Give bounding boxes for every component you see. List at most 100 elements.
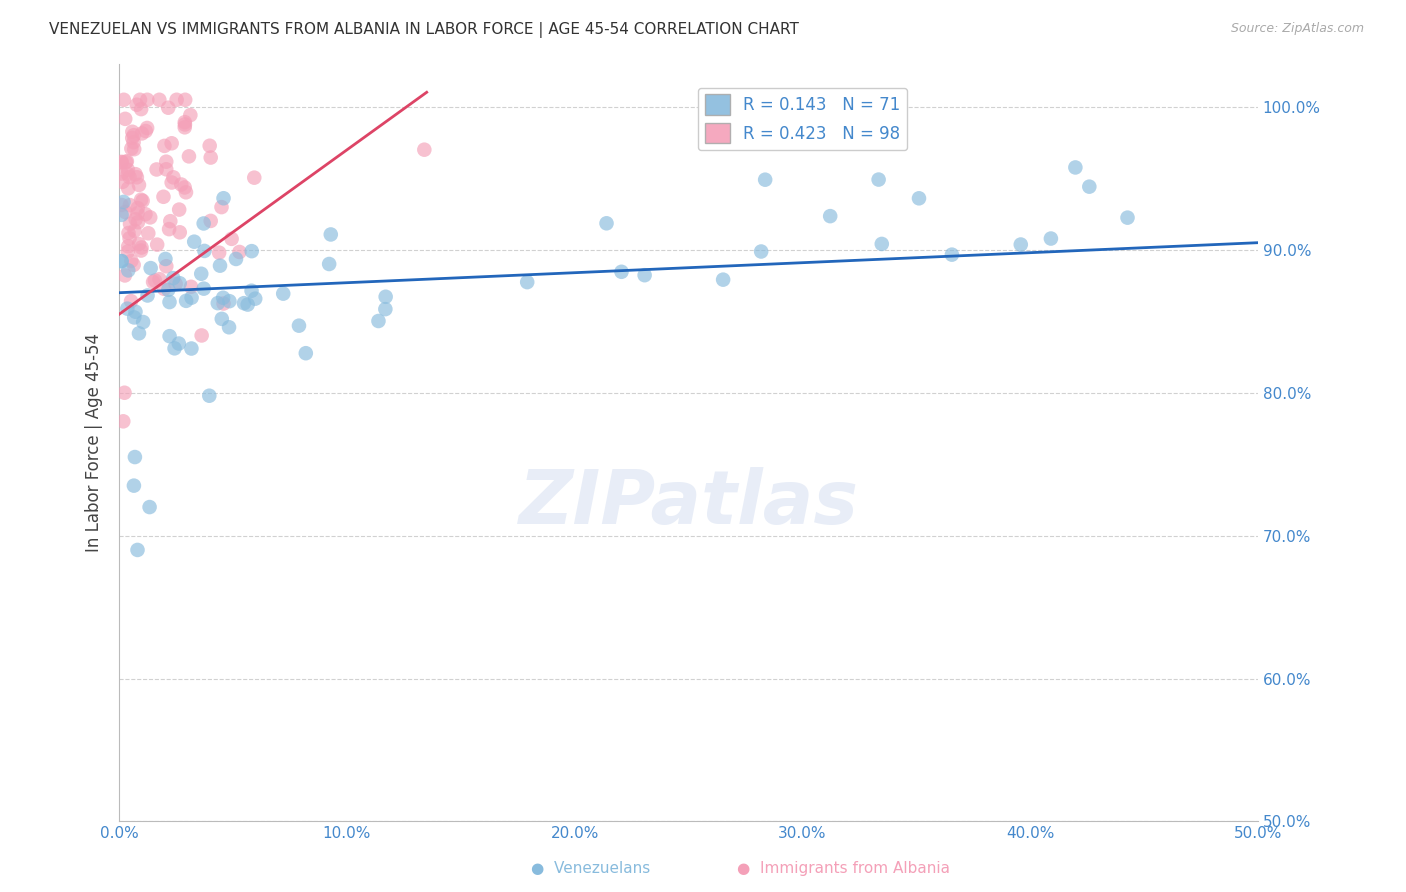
Point: [212, 191, 235, 205]
Point: [218, 320, 240, 334]
Point: [633, 268, 655, 283]
Point: [112, 93, 135, 107]
Point: [941, 247, 963, 261]
Point: [129, 102, 152, 116]
Point: [155, 154, 177, 169]
Point: [208, 245, 231, 260]
Point: [131, 194, 153, 208]
Point: [177, 149, 200, 163]
Point: [128, 178, 150, 192]
Point: [367, 314, 389, 328]
Point: [135, 124, 157, 138]
Point: [117, 244, 139, 259]
Text: ●  Immigrants from Albania: ● Immigrants from Albania: [737, 861, 950, 876]
Point: [129, 244, 152, 258]
Point: [111, 175, 134, 189]
Point: [120, 294, 142, 309]
Point: [190, 267, 212, 281]
Point: [110, 154, 132, 169]
Point: [124, 304, 146, 318]
Point: [1078, 179, 1101, 194]
Point: [288, 318, 311, 333]
Point: [193, 217, 215, 231]
Point: [127, 201, 149, 215]
Point: [174, 293, 197, 308]
Text: VENEZUELAN VS IMMIGRANTS FROM ALBANIA IN LABOR FORCE | AGE 45-54 CORRELATION CHA: VENEZUELAN VS IMMIGRANTS FROM ALBANIA IN…: [49, 22, 799, 38]
Point: [122, 128, 145, 143]
Point: [125, 170, 148, 185]
Point: [225, 252, 247, 266]
Point: [245, 292, 267, 306]
Point: [908, 191, 931, 205]
Point: [155, 162, 177, 177]
Point: [1064, 161, 1087, 175]
Point: [200, 151, 222, 165]
Point: [271, 286, 294, 301]
Point: [110, 254, 132, 268]
Point: [122, 135, 145, 149]
Point: [122, 258, 145, 272]
Point: [143, 273, 166, 287]
Point: [117, 226, 139, 240]
Point: [870, 236, 893, 251]
Point: [295, 346, 318, 360]
Legend: R = 0.143   N = 71, R = 0.423   N = 98: R = 0.143 N = 71, R = 0.423 N = 98: [697, 87, 907, 150]
Point: [157, 283, 180, 297]
Point: [128, 237, 150, 252]
Point: [208, 259, 231, 273]
Point: [129, 193, 152, 207]
Point: [167, 202, 190, 217]
Point: [173, 120, 195, 135]
Point: [114, 268, 136, 283]
Point: [117, 239, 139, 253]
Point: [122, 478, 145, 492]
Point: [118, 217, 141, 231]
Point: [122, 142, 145, 156]
Point: [142, 275, 165, 289]
Point: [120, 254, 142, 268]
Point: [132, 315, 155, 329]
Point: [1116, 211, 1139, 225]
Point: [218, 294, 240, 309]
Point: [200, 214, 222, 228]
Point: [318, 257, 340, 271]
Point: [240, 284, 263, 298]
Point: [159, 329, 181, 343]
Point: [148, 272, 170, 286]
Point: [180, 291, 202, 305]
Point: [174, 186, 197, 200]
Point: [136, 120, 159, 135]
Point: [138, 500, 160, 514]
Point: [198, 389, 221, 403]
Point: [153, 139, 176, 153]
Point: [160, 176, 183, 190]
Point: [374, 290, 396, 304]
Point: [136, 227, 159, 241]
Point: [240, 244, 263, 259]
Point: [148, 93, 170, 107]
Point: [139, 211, 162, 225]
Point: [167, 336, 190, 351]
Point: [228, 244, 250, 259]
Point: [124, 212, 146, 227]
Point: [1010, 237, 1032, 252]
Point: [190, 328, 212, 343]
Point: [595, 216, 617, 230]
Point: [610, 265, 633, 279]
Point: [121, 125, 143, 139]
Point: [243, 170, 266, 185]
Y-axis label: In Labor Force | Age 45-54: In Labor Force | Age 45-54: [86, 334, 103, 552]
Point: [117, 181, 139, 195]
Point: [174, 93, 197, 107]
Point: [160, 136, 183, 151]
Point: [128, 326, 150, 341]
Point: [112, 194, 135, 209]
Point: [114, 385, 136, 400]
Point: [127, 215, 149, 229]
Point: [134, 207, 156, 221]
Point: [162, 271, 184, 285]
Point: [162, 170, 184, 185]
Point: [117, 301, 139, 316]
Point: [374, 302, 396, 317]
Point: [183, 235, 205, 249]
